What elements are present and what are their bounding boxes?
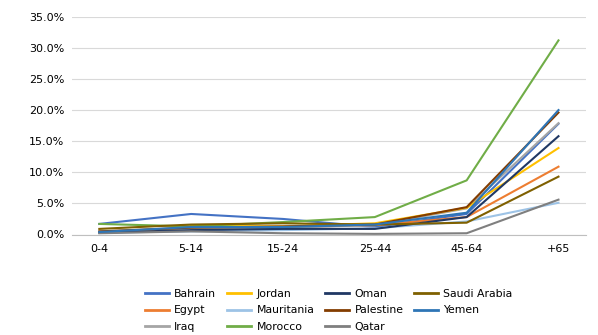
Legend: Bahrain, Egypt, Iraq, Jordan, Mauritania, Morocco, Oman, Palestine, Qatar, Saudi: Bahrain, Egypt, Iraq, Jordan, Mauritania… xyxy=(140,283,518,335)
